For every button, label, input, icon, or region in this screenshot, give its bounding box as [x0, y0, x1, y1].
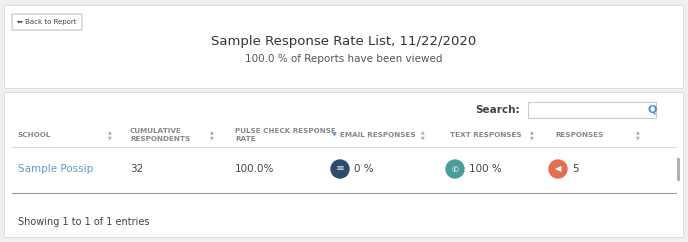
Text: 5: 5 [572, 164, 579, 174]
Text: ✆: ✆ [451, 165, 458, 174]
Text: ▼: ▼ [332, 133, 336, 137]
Text: PULSE CHECK RESPONSE
RATE: PULSE CHECK RESPONSE RATE [235, 128, 336, 142]
Circle shape [446, 160, 464, 178]
Bar [528, 102, 656, 118]
FancyBboxPatch shape [5, 92, 683, 237]
Text: Q: Q [647, 105, 656, 115]
Text: SCHOOL: SCHOOL [18, 132, 52, 138]
Text: ▼: ▼ [530, 136, 534, 141]
Text: EMAIL RESPONSES: EMAIL RESPONSES [340, 132, 416, 138]
Text: ▲: ▲ [210, 129, 214, 135]
Text: ▲: ▲ [108, 129, 112, 135]
Text: ▼: ▼ [108, 136, 112, 141]
Text: 100 %: 100 % [469, 164, 502, 174]
Text: ▲: ▲ [421, 129, 425, 135]
Text: RESPONSES: RESPONSES [555, 132, 603, 138]
Text: 32: 32 [130, 164, 143, 174]
Text: Sample Response Rate List, 11/22/2020: Sample Response Rate List, 11/22/2020 [211, 36, 477, 48]
Text: 100.0 % of Reports have been viewed: 100.0 % of Reports have been viewed [245, 54, 443, 64]
Text: Search:: Search: [475, 105, 520, 115]
Text: ✉: ✉ [336, 165, 343, 174]
FancyBboxPatch shape [12, 14, 82, 30]
Text: ◀: ◀ [555, 165, 561, 174]
Text: ▲: ▲ [530, 129, 534, 135]
FancyBboxPatch shape [5, 6, 683, 89]
Text: 0 %: 0 % [354, 164, 374, 174]
Circle shape [549, 160, 567, 178]
Text: ▼: ▼ [421, 136, 425, 141]
Circle shape [331, 160, 349, 178]
Text: Sample Possip: Sample Possip [18, 164, 94, 174]
Text: Showing 1 to 1 of 1 entries: Showing 1 to 1 of 1 entries [18, 217, 149, 227]
Text: ⬅ Back to Report: ⬅ Back to Report [17, 19, 77, 25]
Text: TEXT RESPONSES: TEXT RESPONSES [450, 132, 522, 138]
Text: 100.0%: 100.0% [235, 164, 275, 174]
Text: CUMULATIVE
RESPONDENTS: CUMULATIVE RESPONDENTS [130, 128, 191, 142]
Text: ▲: ▲ [636, 129, 640, 135]
Text: ▼: ▼ [636, 136, 640, 141]
Text: ▼: ▼ [210, 136, 214, 141]
